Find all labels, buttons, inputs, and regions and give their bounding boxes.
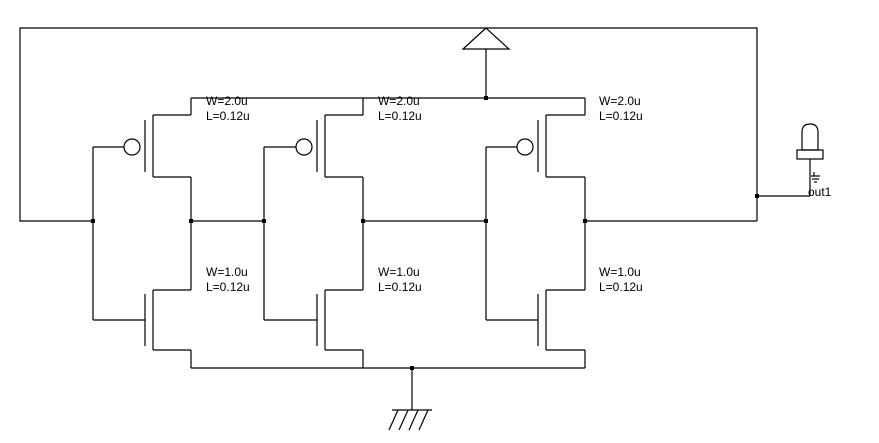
pmos-transistor-3 [486,98,586,221]
inverter-stage-1 [91,98,264,368]
nmos-transistor-1 [93,221,192,368]
nmos-3-width-label: W=1.0u [599,265,641,279]
vdd-supply-icon [461,27,511,100]
pmos-2-length-label: L=0.12u [378,109,422,123]
nmos-transistor-3 [486,221,586,368]
pmos-1-length-label: L=0.12u [206,109,250,123]
nmos-3-length-label: L=0.12u [599,280,643,294]
gnd-rail [191,366,585,410]
nmos-1-width-label: W=1.0u [206,265,248,279]
ground-icon [388,409,432,431]
inverter-stage-3 [484,98,757,368]
inverter-stage-2 [262,98,486,368]
nmos-1-length-label: L=0.12u [206,280,250,294]
nmos-2-length-label: L=0.12u [378,280,422,294]
nmos-2-width-label: W=1.0u [378,265,420,279]
pmos-transistor-1 [93,98,192,221]
pmos-2-width-label: W=2.0u [378,94,420,108]
pmos-1-width-label: W=2.0u [206,94,248,108]
output-probe-label: out1 [808,185,832,199]
pmos-3-length-label: L=0.12u [599,109,643,123]
feedback-wire [19,27,758,222]
pmos-transistor-2 [264,98,364,221]
nmos-transistor-2 [264,221,364,368]
output-probe-icon [755,123,824,198]
pmos-3-width-label: W=2.0u [599,94,641,108]
